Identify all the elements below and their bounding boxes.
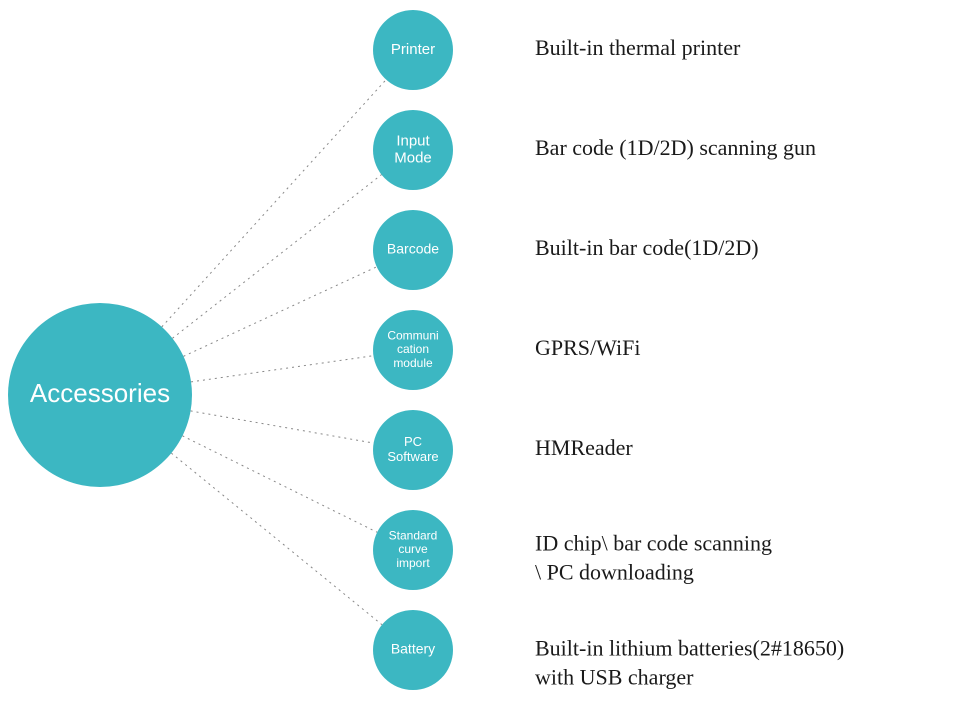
desc-pc-software: HMReader xyxy=(535,435,633,460)
connector-std-curve xyxy=(182,436,377,532)
connector-comm-module xyxy=(191,356,373,382)
desc-battery: with USB charger xyxy=(535,664,694,689)
desc-barcode: Built-in bar code(1D/2D) xyxy=(535,235,759,260)
node-pc-software-label: PC xyxy=(404,434,422,449)
node-comm-module-label: Communi xyxy=(387,328,438,342)
desc-std-curve: \ PC downloading xyxy=(535,559,694,584)
node-std-curve-label: Standard xyxy=(389,528,438,542)
node-pc-software-label: Software xyxy=(387,449,438,464)
desc-printer: Built-in thermal printer xyxy=(535,35,741,60)
node-comm-module-label: module xyxy=(393,356,433,370)
connector-pc-software xyxy=(191,411,374,443)
desc-input-mode: Bar code (1D/2D) scanning gun xyxy=(535,135,816,160)
node-barcode-label: Barcode xyxy=(387,241,439,257)
node-input-mode-label: Mode xyxy=(394,150,432,167)
desc-battery: Built-in lithium batteries(2#18650) xyxy=(535,636,844,661)
connector-printer xyxy=(162,80,386,327)
desc-comm-module: GPRS/WiFi xyxy=(535,335,641,360)
node-battery-label: Battery xyxy=(391,641,435,657)
desc-std-curve: ID chip\ bar code scanning xyxy=(535,531,772,556)
node-comm-module-label: cation xyxy=(397,342,429,356)
connector-input-mode xyxy=(172,175,381,339)
node-std-curve-label: import xyxy=(396,556,430,570)
connector-battery xyxy=(171,453,382,625)
node-std-curve-label: curve xyxy=(398,542,428,556)
connector-barcode xyxy=(183,267,376,357)
center-node-label: Accessories xyxy=(30,378,170,408)
node-input-mode-label: Input xyxy=(396,132,430,149)
node-printer-label: Printer xyxy=(391,41,435,58)
accessories-diagram: Accessories Printer Built-in thermal print… xyxy=(0,0,960,727)
